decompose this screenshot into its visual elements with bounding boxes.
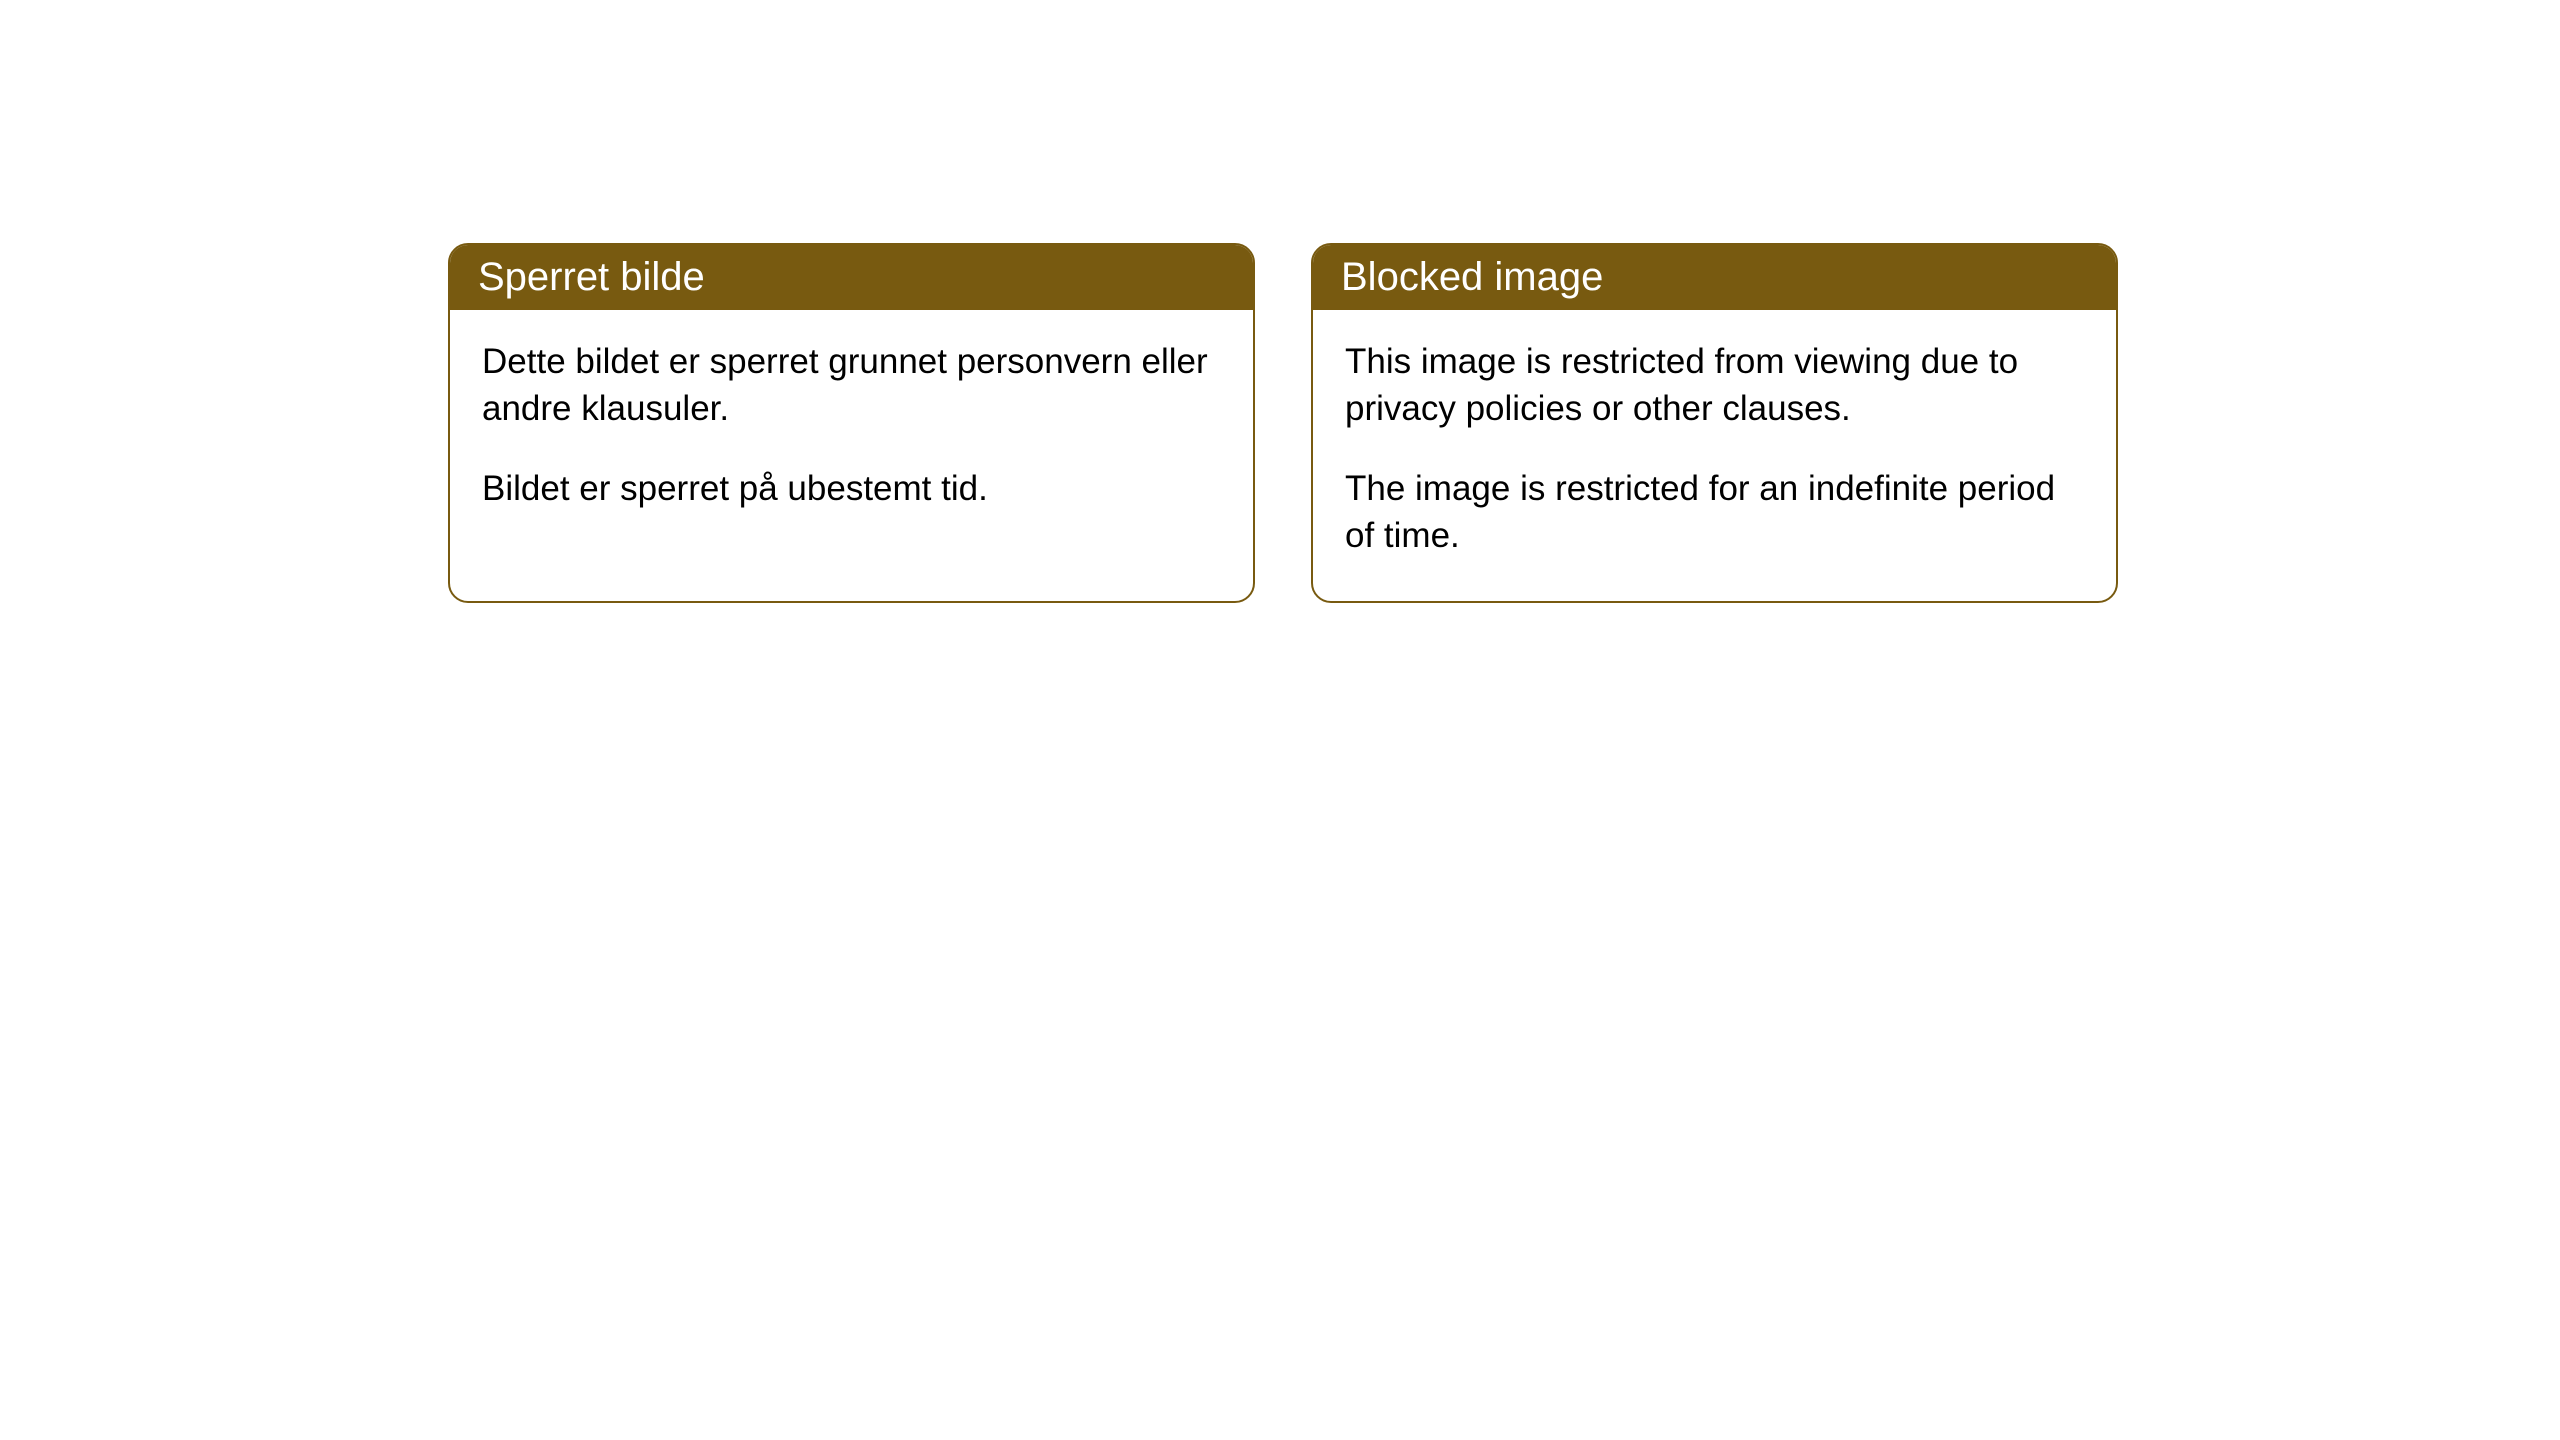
card-paragraph: Bildet er sperret på ubestemt tid.: [482, 465, 1221, 512]
card-paragraph: The image is restricted for an indefinit…: [1345, 465, 2084, 560]
notice-card-english: Blocked image This image is restricted f…: [1311, 243, 2118, 603]
card-body: This image is restricted from viewing du…: [1313, 310, 2116, 601]
card-header: Sperret bilde: [450, 245, 1253, 310]
card-paragraph: This image is restricted from viewing du…: [1345, 338, 2084, 433]
notice-cards-container: Sperret bilde Dette bildet er sperret gr…: [448, 243, 2118, 603]
card-paragraph: Dette bildet er sperret grunnet personve…: [482, 338, 1221, 433]
card-header: Blocked image: [1313, 245, 2116, 310]
card-title: Sperret bilde: [478, 255, 705, 299]
card-body: Dette bildet er sperret grunnet personve…: [450, 310, 1253, 554]
card-title: Blocked image: [1341, 255, 1603, 299]
notice-card-norwegian: Sperret bilde Dette bildet er sperret gr…: [448, 243, 1255, 603]
